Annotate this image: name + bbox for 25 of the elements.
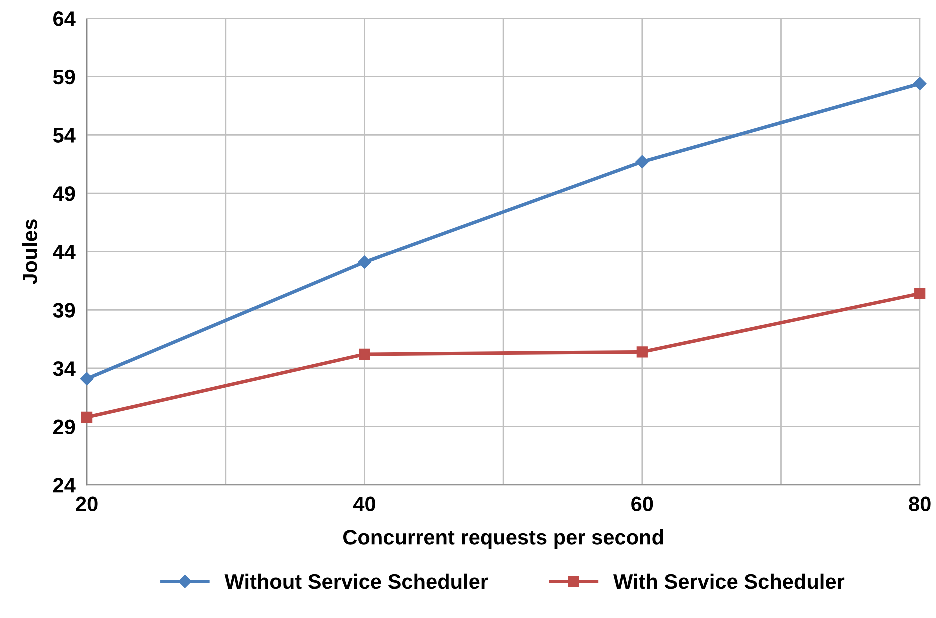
point bbox=[358, 256, 372, 269]
y-tick-label: 39 bbox=[53, 303, 76, 318]
legend-label: With Service Scheduler bbox=[614, 574, 845, 590]
y-tick-label: 29 bbox=[53, 420, 76, 435]
y-tick-label: 59 bbox=[53, 70, 76, 85]
point bbox=[80, 372, 94, 386]
point bbox=[636, 155, 649, 169]
point bbox=[636, 346, 648, 358]
point bbox=[914, 288, 926, 300]
y-tick-label: 44 bbox=[53, 245, 76, 260]
y-tick-label: 24 bbox=[53, 478, 76, 493]
x-tick-label: 60 bbox=[632, 496, 654, 512]
y-tick-label: 54 bbox=[53, 128, 76, 143]
point bbox=[914, 77, 927, 90]
y-tick-label: 34 bbox=[53, 361, 76, 376]
x-axis-title: Concurrent requests per second bbox=[344, 530, 664, 549]
point bbox=[81, 412, 93, 424]
y-axis-title: Joules bbox=[22, 220, 38, 285]
legend-label: Without Service Scheduler bbox=[224, 574, 488, 590]
y-tick-label: 64 bbox=[54, 12, 76, 26]
x-tick-label: 40 bbox=[353, 496, 376, 512]
x-tick-label: 80 bbox=[909, 496, 931, 512]
point bbox=[359, 348, 370, 360]
y-tick-label: 49 bbox=[53, 186, 76, 202]
x-tick-label: 20 bbox=[76, 496, 98, 512]
